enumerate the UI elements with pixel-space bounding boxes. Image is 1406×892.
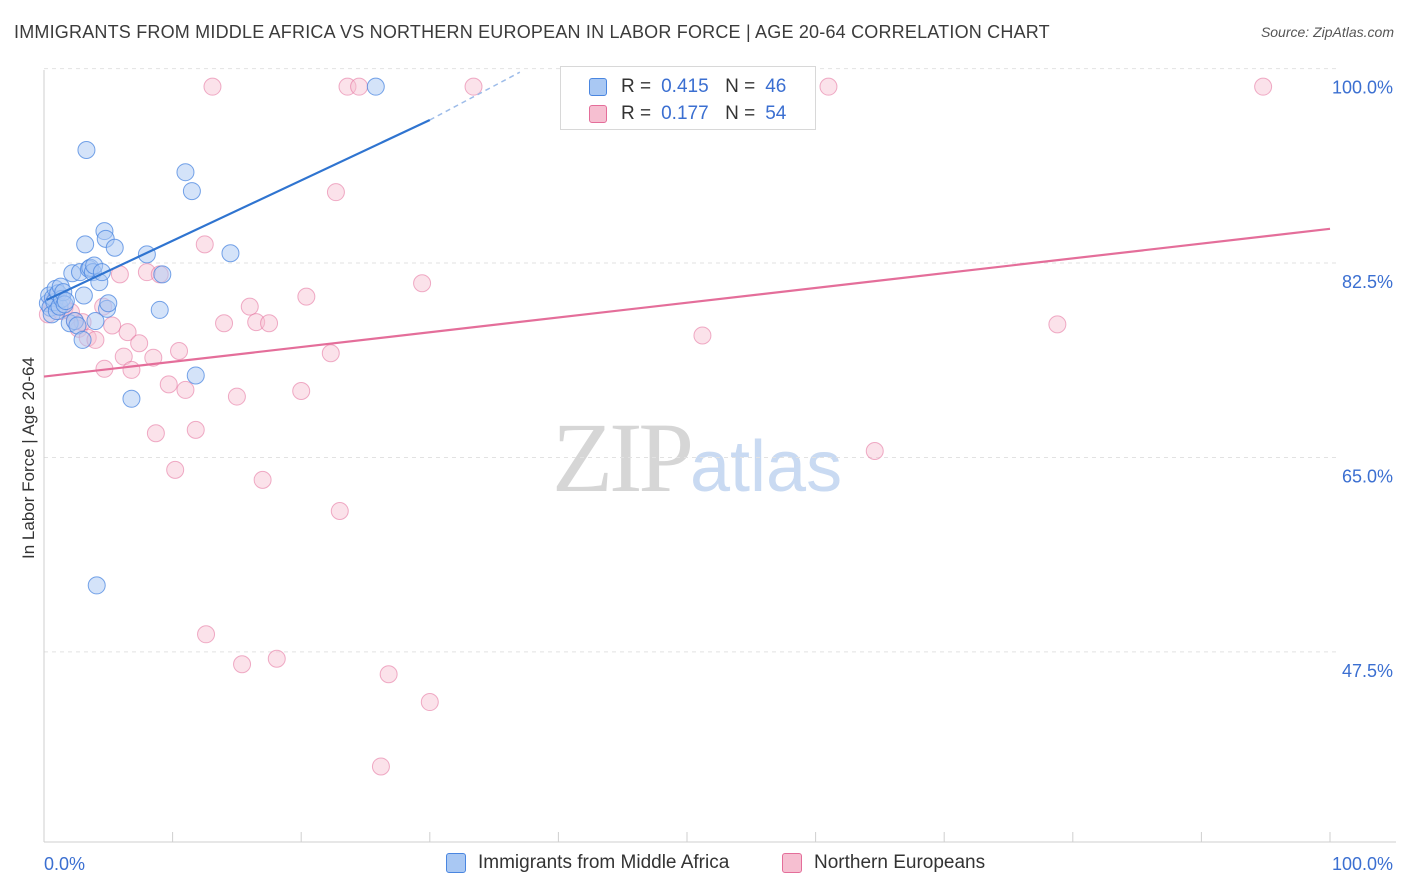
data-point-northern-europeans [326,183,345,202]
data-point-middle-africa [86,312,105,331]
data-point-middle-africa [150,300,169,319]
data-point-northern-europeans [144,348,163,367]
data-point-northern-europeans [203,77,222,96]
legend-item-middle-africa[interactable]: Immigrants from Middle Africa [446,852,729,874]
data-point-northern-europeans [1048,315,1067,334]
data-point-northern-europeans [253,470,272,489]
data-point-middle-africa [73,330,92,349]
data-point-northern-europeans [170,342,189,361]
data-point-northern-europeans [819,77,838,96]
data-point-northern-europeans [227,387,246,406]
legend-row-middle-africa: R = 0.415 N = 46 [561,74,786,100]
data-point-middle-africa [74,286,93,305]
legend-swatch-pink [782,853,802,873]
series-legend: Immigrants from Middle Africa Northern E… [0,852,1406,878]
data-point-northern-europeans [130,334,149,353]
y-tick-label: 65.0% [1342,466,1393,486]
data-point-middle-africa [87,576,106,595]
legend-item-northern-europeans[interactable]: Northern Europeans [782,852,985,874]
legend-n-value-pink: 54 [765,103,787,124]
legend-r-label: R = [621,103,652,124]
chart-title: IMMIGRANTS FROM MIDDLE AFRICA VS NORTHER… [14,22,1050,42]
data-point-northern-europeans [1254,77,1273,96]
data-point-northern-europeans [114,347,133,366]
data-point-northern-europeans [321,344,340,363]
trendline-middle-africa [46,118,431,301]
data-point-northern-europeans [865,442,884,461]
data-point-northern-europeans [413,274,432,293]
data-point-northern-europeans [379,665,398,684]
data-point-northern-europeans [247,313,266,332]
data-point-middle-africa [56,292,75,311]
legend-n-label: N = [725,76,756,97]
data-point-northern-europeans [159,375,178,394]
legend-n-label: N = [725,103,756,124]
legend-r-value-pink: 0.177 [661,103,709,124]
x-tick-label: 100.0% [1332,854,1393,874]
legend-label-northern-europeans: Northern Europeans [814,852,986,873]
data-point-middle-africa [221,244,240,263]
data-point-northern-europeans [693,326,712,345]
data-point-middle-africa [76,235,95,254]
y-tick-label: 47.5% [1342,661,1393,681]
data-point-northern-europeans [240,297,259,316]
data-point-middle-africa [77,140,96,159]
data-point-northern-europeans [122,360,141,379]
y-tick-label: 82.5% [1342,272,1393,292]
data-point-northern-europeans [186,420,205,439]
data-point-northern-europeans [292,382,311,401]
legend-swatch-blue [589,78,607,96]
data-point-northern-europeans [464,77,483,96]
data-point-northern-europeans [260,314,279,333]
source-credit: Source: ZipAtlas.com [1260,24,1394,40]
data-point-northern-europeans [103,316,122,335]
trendline-middle-africa-extension [429,71,521,121]
data-point-northern-europeans [350,77,369,96]
y-tick-label: 100.0% [1332,78,1393,98]
data-point-northern-europeans [118,323,137,342]
data-point-middle-africa [153,265,172,284]
data-point-northern-europeans [197,625,216,644]
data-point-northern-europeans [146,424,165,443]
legend-row-northern-europeans: R = 0.177 N = 54 [561,101,786,127]
legend-n-value-blue: 46 [765,76,787,97]
legend-label-middle-africa: Immigrants from Middle Africa [478,852,730,873]
data-point-northern-europeans [215,314,234,333]
watermark-atlas: atlas [690,427,843,507]
data-point-northern-europeans [195,235,214,254]
data-point-middle-africa [105,238,124,257]
data-point-middle-africa [366,77,385,96]
data-point-middle-africa [176,163,195,182]
legend-r-label: R = [621,76,652,97]
data-point-middle-africa [182,182,201,201]
data-point-northern-europeans [420,693,439,712]
data-point-northern-europeans [166,460,185,479]
data-point-middle-africa [99,294,118,313]
data-point-northern-europeans [267,649,286,668]
x-tick-label: 0.0% [44,854,85,874]
data-point-northern-europeans [330,501,349,520]
data-point-northern-europeans [297,287,316,306]
data-point-northern-europeans [233,655,252,674]
legend-r-value-blue: 0.415 [661,76,709,97]
trendline-northern-europeans [43,227,1331,378]
legend-swatch-blue [446,853,466,873]
y-axis-label: In Labor Force | Age 20-64 [19,357,38,559]
data-point-middle-africa [137,245,156,264]
data-point-northern-europeans [176,380,195,399]
data-point-middle-africa [122,389,141,408]
data-point-middle-africa [186,366,205,385]
legend-swatch-pink [589,105,607,123]
stats-legend: R = 0.415 N = 46 R = 0.177 N = 54 [560,66,816,130]
data-point-northern-europeans [371,757,390,776]
